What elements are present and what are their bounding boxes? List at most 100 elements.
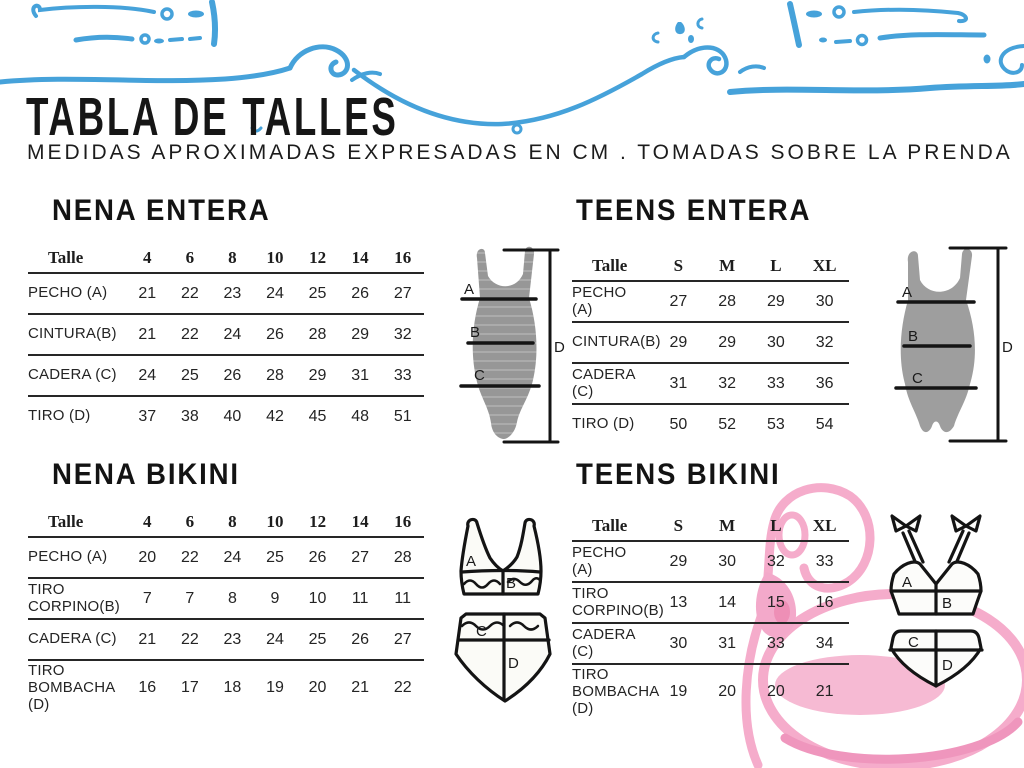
row-label: PECHO (A)	[28, 548, 108, 566]
row-label: PECHO (A)	[572, 543, 627, 578]
size-value: 25	[308, 630, 327, 648]
diagram-label-b: B	[506, 575, 516, 592]
section-title-nena-entera: NENA ENTERA	[52, 194, 271, 227]
table-row: PECHO (A) 27 28 29 30	[572, 282, 849, 323]
size-value: 19	[266, 679, 284, 697]
doodle-stroke	[209, 0, 219, 47]
size-value: 10	[308, 589, 327, 607]
size-column-header: 12	[309, 511, 327, 531]
diagram-label-c: C	[912, 370, 923, 387]
diagram-label-d: D	[554, 339, 565, 356]
size-table-header: Talle	[592, 515, 628, 535]
page-title: TABLA DE TALLES	[26, 87, 399, 147]
table-header-row: Talle S M L XL	[572, 251, 849, 282]
size-value: 27	[393, 284, 412, 302]
bikini-bottom-wave	[508, 621, 540, 631]
table-row: CINTURA(B) 21 22 24 26 28 29 32	[28, 315, 424, 356]
table-header-row: Talle S M L XL	[572, 511, 849, 542]
wave-line	[727, 81, 1024, 95]
size-value: 24	[138, 366, 157, 384]
diagram-label-c: C	[476, 623, 487, 640]
section-title-teens-bikini: TEENS BIKINI	[576, 458, 781, 491]
size-value: 24	[223, 548, 242, 566]
one-piece-striped-diagram: A B C D	[459, 246, 565, 444]
table-row: TIRO BOMBACHA (D) 16 17 18 19 20 21 22	[28, 661, 424, 715]
size-value: 26	[351, 284, 370, 302]
size-value: 21	[138, 325, 157, 343]
size-value: 31	[669, 374, 688, 392]
row-label: CADERA (C)	[572, 365, 635, 400]
flamingo-eye	[775, 511, 809, 559]
table-row: TIRO (D) 50 52 53 54	[572, 405, 849, 444]
size-column-header: 12	[309, 247, 327, 267]
size-column-header: 8	[228, 511, 237, 531]
droplet	[250, 126, 263, 133]
diagram-label-d: D	[1002, 339, 1013, 356]
size-column-header: 10	[266, 247, 284, 267]
size-column-header: 6	[185, 247, 195, 267]
squiggle-line	[852, 7, 968, 24]
section-title-teens-entera: TEENS ENTERA	[576, 194, 812, 227]
section-title-nena-bikini: NENA BIKINI	[52, 458, 240, 491]
bikini-top-outline	[459, 517, 543, 596]
table-header-row: Talle 4 6 8 10 12 14 16	[28, 243, 424, 274]
droplet	[696, 17, 704, 30]
size-column-header: 14	[351, 247, 369, 267]
size-value: 22	[180, 284, 199, 302]
size-value: 37	[138, 407, 157, 425]
wave-crest	[681, 45, 729, 76]
size-value: 28	[266, 366, 284, 384]
size-value: 24	[266, 630, 284, 648]
size-column-header: 10	[266, 511, 284, 531]
size-column-header: L	[770, 515, 782, 535]
row-label: TIRO CORPINO(B)	[572, 584, 664, 619]
table-row: TIRO (D) 37 38 40 42 45 48 51	[28, 397, 424, 436]
size-column-header: M	[719, 255, 736, 275]
row-label: TIRO (D)	[572, 415, 635, 433]
size-value: 30	[766, 333, 785, 351]
doodle-stroke	[787, 1, 802, 48]
bikini-teens-diagram: A B C D	[888, 514, 984, 688]
size-value: 11	[351, 589, 369, 607]
size-value: 19	[669, 683, 688, 701]
size-value: 51	[393, 407, 412, 425]
table-row: CADERA (C) 30 31 33 34	[572, 624, 849, 665]
size-value: 25	[266, 548, 284, 566]
size-value: 14	[718, 593, 737, 611]
size-column-header: 4	[143, 247, 152, 267]
size-value: 32	[815, 333, 834, 351]
size-value: 30	[669, 634, 688, 652]
size-value: 21	[138, 284, 157, 302]
squiggle-line	[73, 34, 135, 43]
size-table-teens-bikini: Talle S M L XL PECHO (A) 29 30 32 33 TIRO CORPINO(…	[572, 511, 849, 719]
size-column-header: L	[770, 255, 782, 275]
size-value: 25	[308, 284, 327, 302]
doodle-dash	[188, 10, 204, 18]
bikini-top-wave	[462, 579, 502, 589]
row-label: CADERA (C)	[572, 625, 635, 660]
row-label: TIRO BOMBACHA (D)	[28, 662, 115, 713]
size-value: 33	[815, 552, 834, 570]
size-value: 8	[227, 589, 237, 607]
squiggle-line	[31, 3, 156, 18]
size-value: 22	[180, 548, 199, 566]
size-value: 53	[766, 415, 785, 433]
diagram-label-d: D	[942, 657, 953, 674]
droplet	[651, 31, 660, 44]
size-value: 30	[815, 292, 834, 310]
one-piece-solid-diagram: A B C D	[894, 246, 1013, 443]
row-label: CADERA (C)	[28, 630, 117, 648]
size-value: 27	[351, 548, 370, 566]
size-value: 26	[308, 548, 327, 566]
droplet	[688, 35, 694, 43]
size-column-header: XL	[812, 515, 837, 535]
size-value: 38	[180, 407, 199, 425]
diagram-label-a: A	[464, 281, 474, 298]
size-value: 29	[718, 333, 737, 351]
bikini-top-wave	[506, 577, 542, 586]
table-row: PECHO (A) 21 22 23 24 25 26 27	[28, 274, 424, 315]
wave-doodles-illustration	[0, 0, 1024, 135]
diagram-label-a: A	[902, 284, 912, 301]
size-value: 29	[669, 333, 688, 351]
